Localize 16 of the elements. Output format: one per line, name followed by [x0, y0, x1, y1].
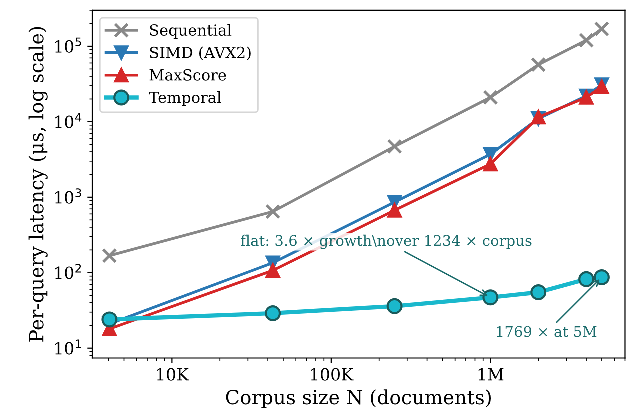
y-tick-label: 10$^{5}$ [55, 38, 82, 53]
legend-label: Sequential [150, 24, 232, 40]
legend-label: MaxScore [150, 69, 226, 81]
annotation: flat: 3.6 × growth\nover 1234 × corpus [241, 234, 532, 250]
x-tick-label: 10K [157, 368, 190, 381]
annotation: 1769 × at 5M [497, 326, 597, 338]
legend-label: SIMD (AVX2) [150, 46, 251, 61]
x-tick-label: 1M [478, 368, 504, 381]
y-tick-label: 10$^{2}$ [55, 264, 82, 280]
x-axis-title: Corpus size N (documents) [226, 390, 492, 408]
legend-label: Temporal [149, 92, 222, 106]
y-tick-label: 10$^{3}$ [55, 188, 82, 204]
y-tick-label: 10$^{4}$ [55, 113, 82, 128]
y-axis-title: Per-query latency (μs, log scale) [28, 27, 48, 342]
y-tick-label: 10$^{1}$ [55, 340, 82, 355]
x-tick-label: 100K [311, 368, 354, 381]
